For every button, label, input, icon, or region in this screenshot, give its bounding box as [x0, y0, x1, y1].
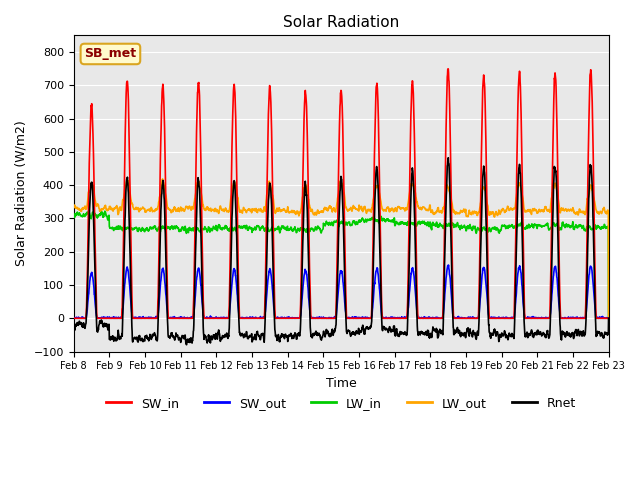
Line: LW_in: LW_in [74, 211, 609, 318]
LW_out [605, 315, 612, 321]
SW_out [356, 315, 364, 321]
LW_in [101, 208, 109, 214]
Rnet [70, 321, 77, 327]
Title: Solar Radiation: Solar Radiation [283, 15, 399, 30]
SW_out [445, 262, 452, 268]
SW_out [368, 313, 376, 319]
LW_in [557, 227, 565, 232]
Rnet [573, 329, 580, 335]
LW_out [356, 206, 364, 212]
LW_out [159, 176, 166, 182]
X-axis label: Time: Time [326, 377, 356, 390]
LW_in [70, 210, 77, 216]
Rnet [183, 342, 191, 348]
Rnet [356, 328, 364, 334]
LW_in [220, 225, 227, 230]
SW_in [368, 298, 376, 303]
LW_out [573, 210, 580, 216]
SW_out [557, 315, 565, 321]
Y-axis label: Solar Radiation (W/m2): Solar Radiation (W/m2) [15, 120, 28, 266]
SW_in [573, 315, 580, 321]
LW_in [497, 227, 504, 233]
LW_out [369, 205, 376, 211]
LW_in [369, 215, 376, 220]
SW_in [219, 315, 227, 321]
SW_in [356, 315, 364, 321]
Rnet [369, 303, 376, 309]
SW_in [557, 315, 565, 321]
SW_out [497, 315, 504, 321]
Line: LW_out: LW_out [74, 179, 609, 318]
SW_out [573, 315, 580, 321]
Line: SW_in: SW_in [74, 69, 609, 318]
LW_out [220, 206, 227, 212]
LW_out [70, 204, 77, 210]
LW_in [356, 218, 364, 224]
SW_in [605, 315, 612, 321]
Text: SB_met: SB_met [84, 48, 136, 60]
Legend: SW_in, SW_out, LW_in, LW_out, Rnet: SW_in, SW_out, LW_in, LW_out, Rnet [101, 392, 581, 415]
Rnet [497, 334, 504, 340]
SW_in [497, 315, 504, 321]
Rnet [558, 334, 566, 340]
LW_out [557, 205, 565, 211]
SW_in [444, 66, 452, 72]
Line: SW_out: SW_out [74, 265, 609, 318]
Rnet [444, 155, 452, 161]
SW_out [70, 315, 77, 321]
SW_out [219, 315, 227, 321]
LW_out [497, 210, 504, 216]
LW_in [573, 222, 580, 228]
LW_in [605, 315, 612, 321]
Rnet [220, 334, 227, 339]
SW_out [605, 315, 612, 321]
SW_in [70, 315, 77, 321]
Rnet [605, 315, 612, 321]
Line: Rnet: Rnet [74, 158, 609, 345]
